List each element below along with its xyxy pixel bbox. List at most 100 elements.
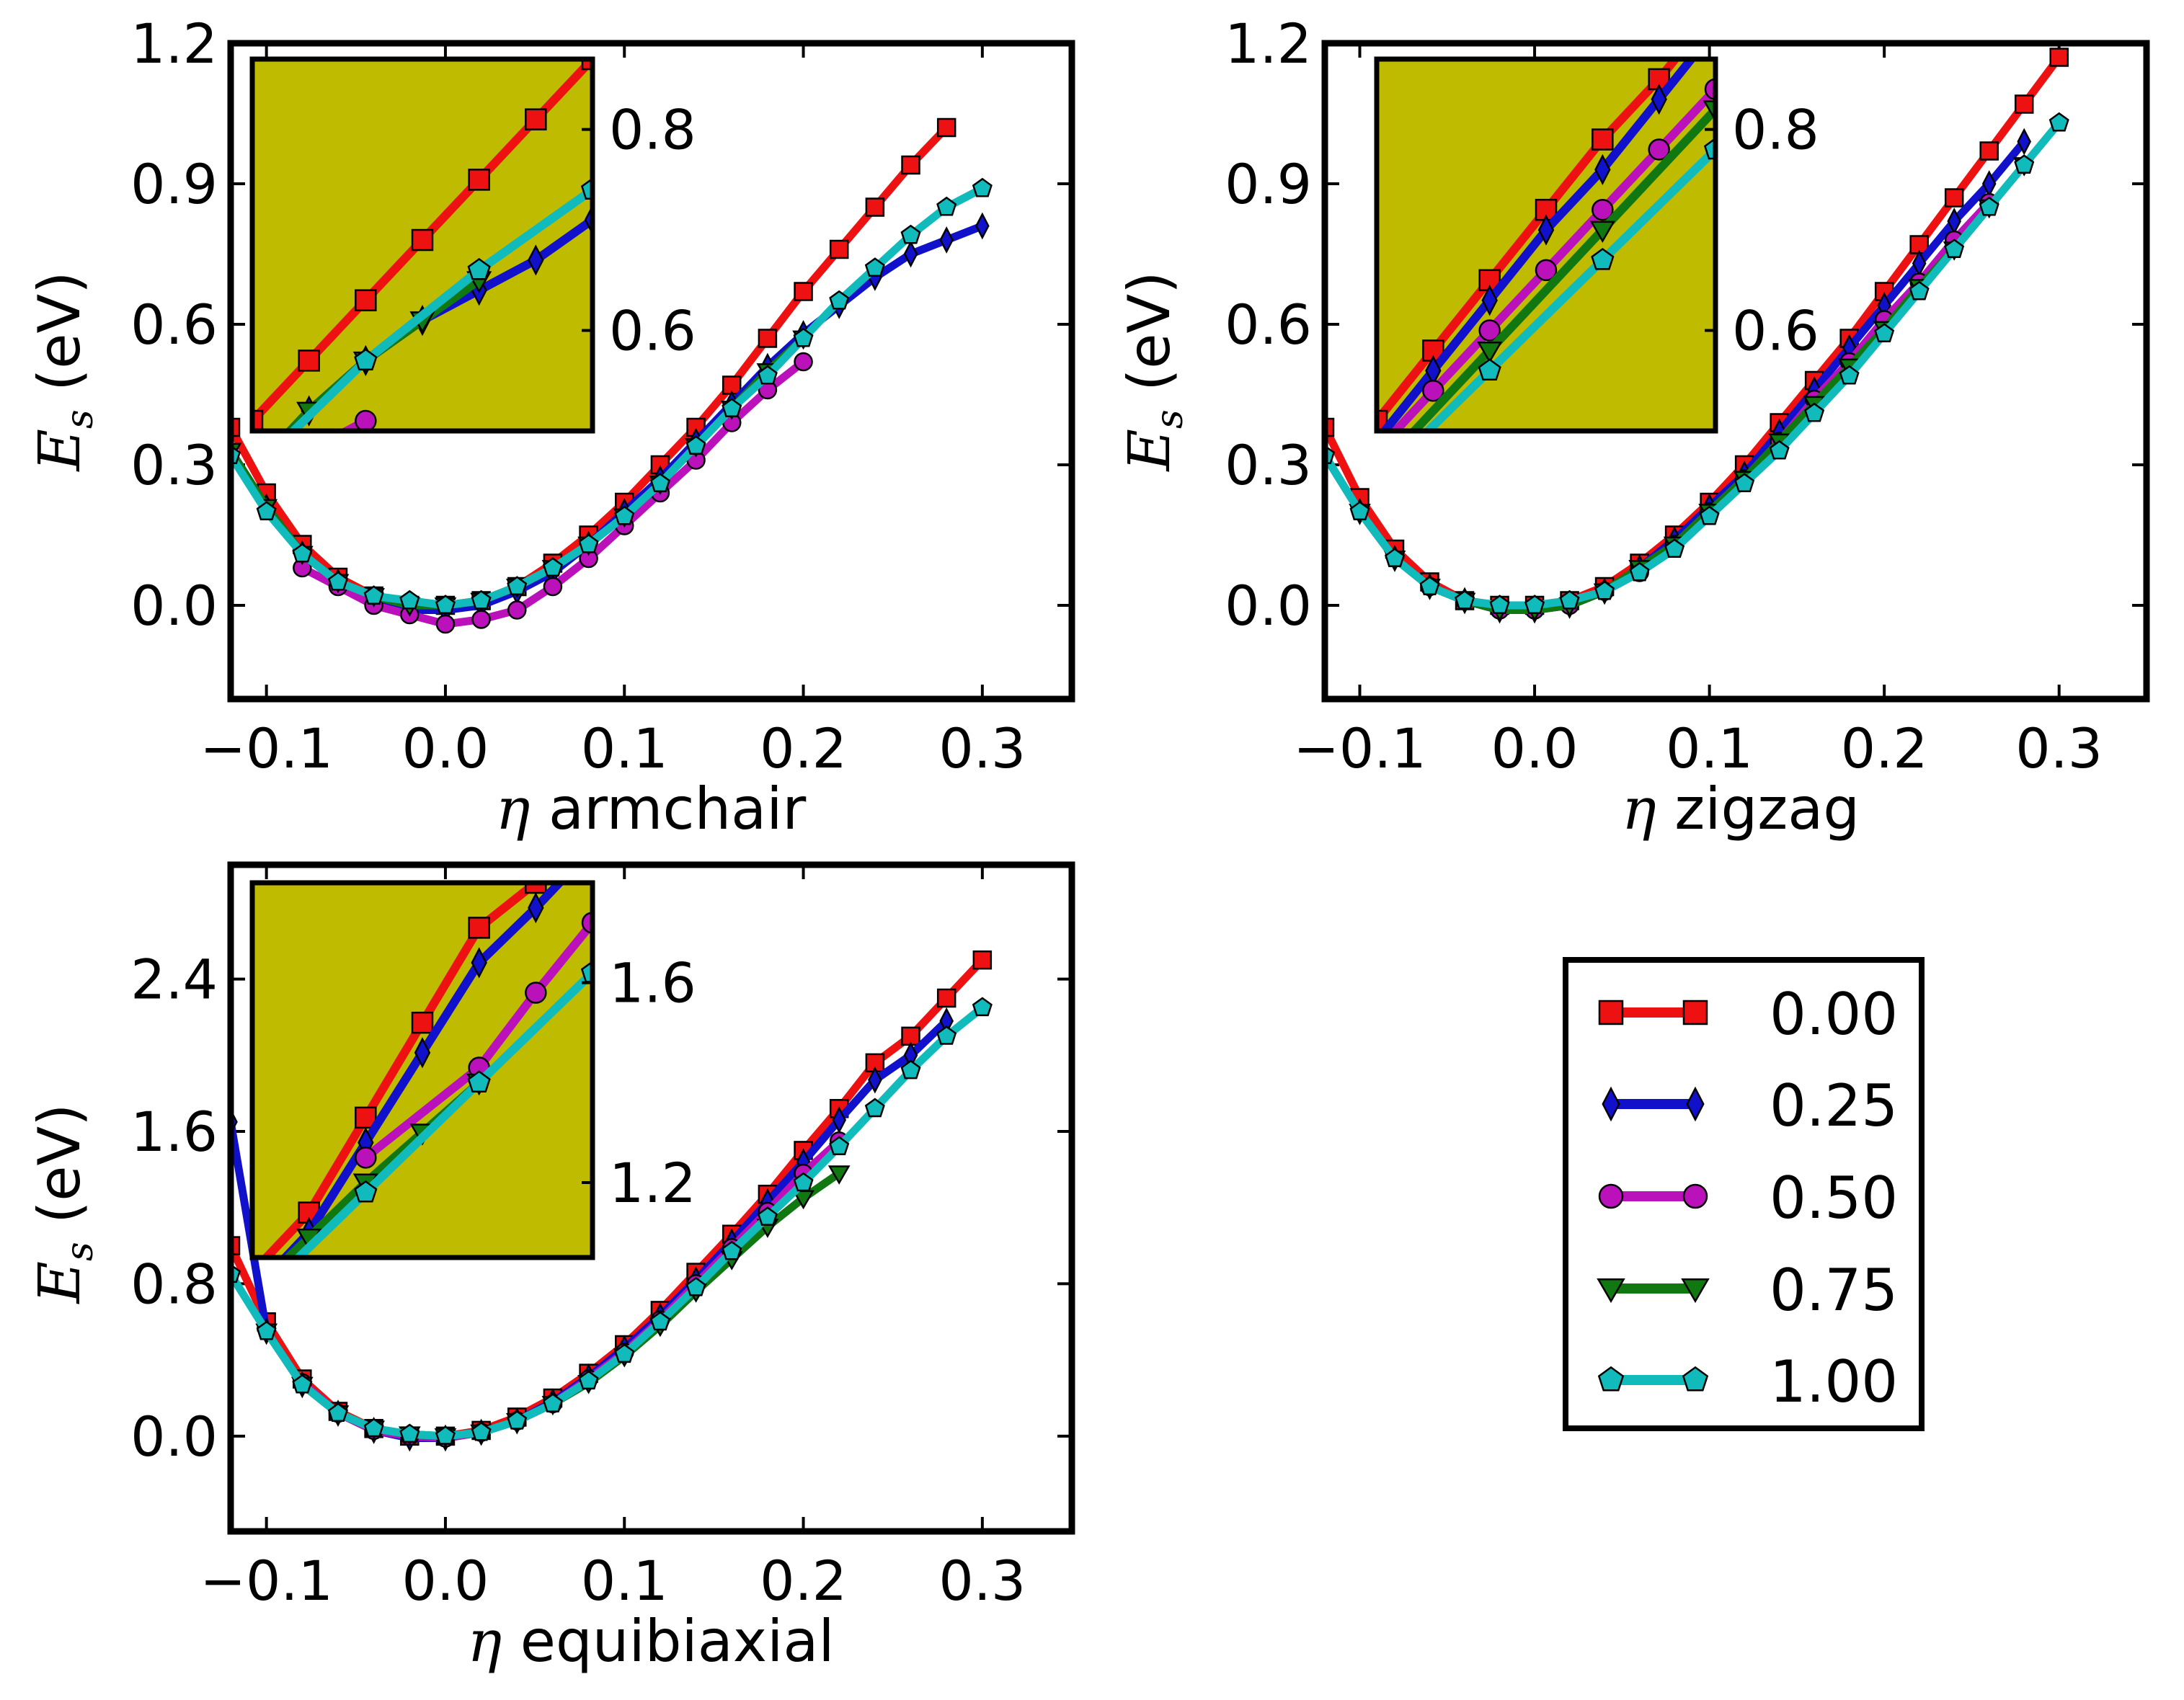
- armchair-point-1.00: [900, 224, 921, 244]
- zigzag-point-1.00: [2048, 112, 2069, 132]
- armchair-line-1.00: [231, 184, 985, 610]
- equibiaxial-point-1.00: [542, 1393, 563, 1412]
- armchair-ytick-label: 0.0: [130, 574, 218, 638]
- zigzag-inset-point-1.00: [1591, 247, 1615, 270]
- zigzag-inset-point-0.25: [1594, 153, 1611, 186]
- zigzag-point-1.00: [1874, 323, 1895, 342]
- zigzag-xtick-label: 0.0: [1491, 716, 1579, 780]
- zigzag-inset-line-1.00: [1421, 146, 1715, 431]
- armchair-ytick-label: 1.2: [130, 12, 218, 76]
- armchair-point-1.00: [722, 398, 742, 417]
- zigzag-point-1.00: [1909, 280, 1930, 301]
- armchair-ytick-label: 0.9: [130, 152, 218, 216]
- armchair-point-0.00: [901, 155, 920, 175]
- zigzag-inset-series: [1377, 59, 1715, 431]
- armchair-point-1.00: [471, 589, 492, 610]
- armchair-point-0.50: [794, 352, 813, 372]
- equibiaxial-xtick-label: 0.1: [581, 1549, 668, 1613]
- legend-entry-0: 0.00: [1598, 981, 1898, 1048]
- zigzag-inset-point-0.25: [1651, 84, 1667, 115]
- legend-label-0: 0.00: [1770, 981, 1898, 1048]
- armchair-point-0.00: [794, 282, 813, 301]
- zigzag-inset-point-0.50: [1478, 319, 1501, 342]
- armchair-point-0.00: [758, 329, 778, 348]
- armchair-point-0.50: [471, 610, 491, 629]
- legend-marker-1.00: [1597, 1366, 1625, 1392]
- equibiaxial-point-1.00: [864, 1098, 885, 1118]
- legend-entry-1: 0.25: [1602, 1072, 1898, 1139]
- zigzag-inset-point-0.75: [1589, 221, 1615, 243]
- zigzag-inset-point-0.25: [1537, 214, 1555, 246]
- legend-marker-1.00: [1682, 1366, 1709, 1392]
- armchair-inset-point-0.00: [525, 108, 547, 130]
- armchair-xlabel: η armchair: [496, 775, 807, 842]
- zigzag-point-1.00: [1629, 561, 1650, 582]
- armchair-inset-point-1.00: [354, 348, 378, 371]
- equibiaxial-point-1.00: [435, 1425, 456, 1445]
- equibiaxial-point-0.25: [868, 1066, 882, 1094]
- equibiaxial-point-1.00: [614, 1343, 635, 1363]
- armchair-xtick-label: 0.1: [581, 716, 668, 780]
- zigzag-ytick-label: 0.9: [1225, 152, 1312, 216]
- armchair-point-1.00: [972, 177, 993, 197]
- armchair-inset-series: [252, 59, 592, 431]
- equibiaxial-inset-point-0.00: [411, 1011, 434, 1034]
- armchair-point-1.00: [757, 365, 778, 385]
- armchair-point-0.00: [936, 117, 956, 138]
- armchair-xtick-label: −0.1: [200, 716, 333, 780]
- zigzag-point-1.00: [1769, 440, 1790, 460]
- zigzag-inset-point-0.25: [1481, 285, 1498, 316]
- armchair-point-1.00: [292, 543, 313, 563]
- zigzag-point-1.00: [2014, 154, 2035, 174]
- armchair-point-0.50: [435, 614, 456, 634]
- equibiaxial-xtick-label: 0.2: [760, 1549, 847, 1613]
- armchair-point-0.25: [975, 212, 990, 240]
- zigzag-point-0.00: [2014, 94, 2034, 114]
- equibiaxial-xtick-label: 0.3: [938, 1549, 1026, 1613]
- armchair-point-1.00: [542, 557, 563, 577]
- zigzag-point-1.00: [1524, 595, 1545, 614]
- equibiaxial-ytick-label: 0.8: [130, 1252, 218, 1316]
- armchair-inset-point-0.00: [468, 169, 490, 191]
- armchair-point-0.00: [829, 239, 849, 259]
- zigzag-inset-point-1.00: [1703, 137, 1715, 160]
- zigzag-inset-point-0.50: [1592, 198, 1614, 221]
- panel-zigzag: −0.1 0.0 0.1 0.2 0.3 0.0 0.3 0.6 0.9 1.2 0.6 0.8 η …: [1116, 12, 2150, 842]
- zigzag-inset-point-0.75: [1703, 100, 1715, 123]
- legend-marker-0.25: [1602, 1086, 1620, 1122]
- armchair-inset-ytick-label: 0.6: [609, 299, 696, 363]
- zigzag-xtick-label: −0.1: [1293, 716, 1426, 780]
- armchair-series: [231, 117, 993, 634]
- zigzag-inset-point-0.75: [1477, 341, 1503, 364]
- legend-marker-0.00: [1682, 1000, 1708, 1025]
- zigzag-point-1.00: [1385, 548, 1406, 567]
- equibiaxial-point-1.00: [793, 1172, 814, 1192]
- armchair-point-1.00: [435, 595, 456, 614]
- zigzag-series: [1325, 48, 2069, 624]
- legend-frame: [1563, 957, 1925, 1431]
- equibiaxial-point-1.00: [471, 1421, 492, 1441]
- zigzag-point-1.00: [1804, 402, 1825, 422]
- equibiaxial-inset-point-1.00: [467, 1070, 491, 1093]
- equibiaxial-ytick-label: 1.6: [130, 1100, 218, 1164]
- armchair-inset-point-0.25: [528, 244, 544, 276]
- legend-entry-2: 0.50: [1598, 1165, 1898, 1232]
- zigzag-line-1.00: [1325, 120, 2062, 610]
- equibiaxial-point-1.00: [936, 1025, 957, 1045]
- equibiaxial-inset-series: [260, 883, 592, 1258]
- armchair-point-1.00: [614, 505, 635, 525]
- armchair-point-1.00: [363, 585, 384, 605]
- equibiaxial-point-1.00: [363, 1418, 384, 1438]
- zigzag-xlabel: η zigzag: [1622, 775, 1860, 842]
- armchair-point-1.00: [256, 501, 277, 520]
- armchair-plot-area: −0.1 0.0 0.1 0.2 0.3 0.0 0.3 0.6 0.9 1.2 0.6 0.8: [130, 12, 1075, 780]
- zigzag-point-1.00: [1349, 501, 1370, 520]
- equibiaxial-inset-point-1.00: [580, 960, 592, 983]
- equibiaxial-inset-point-0.50: [525, 982, 547, 1004]
- armchair-xtick-label: 0.3: [938, 716, 1026, 780]
- zigzag-point-1.00: [1944, 239, 1965, 258]
- zigzag-point-0.25: [2017, 128, 2032, 156]
- legend-marker-0.25: [1686, 1086, 1705, 1122]
- equibiaxial-point-1.00: [685, 1276, 706, 1296]
